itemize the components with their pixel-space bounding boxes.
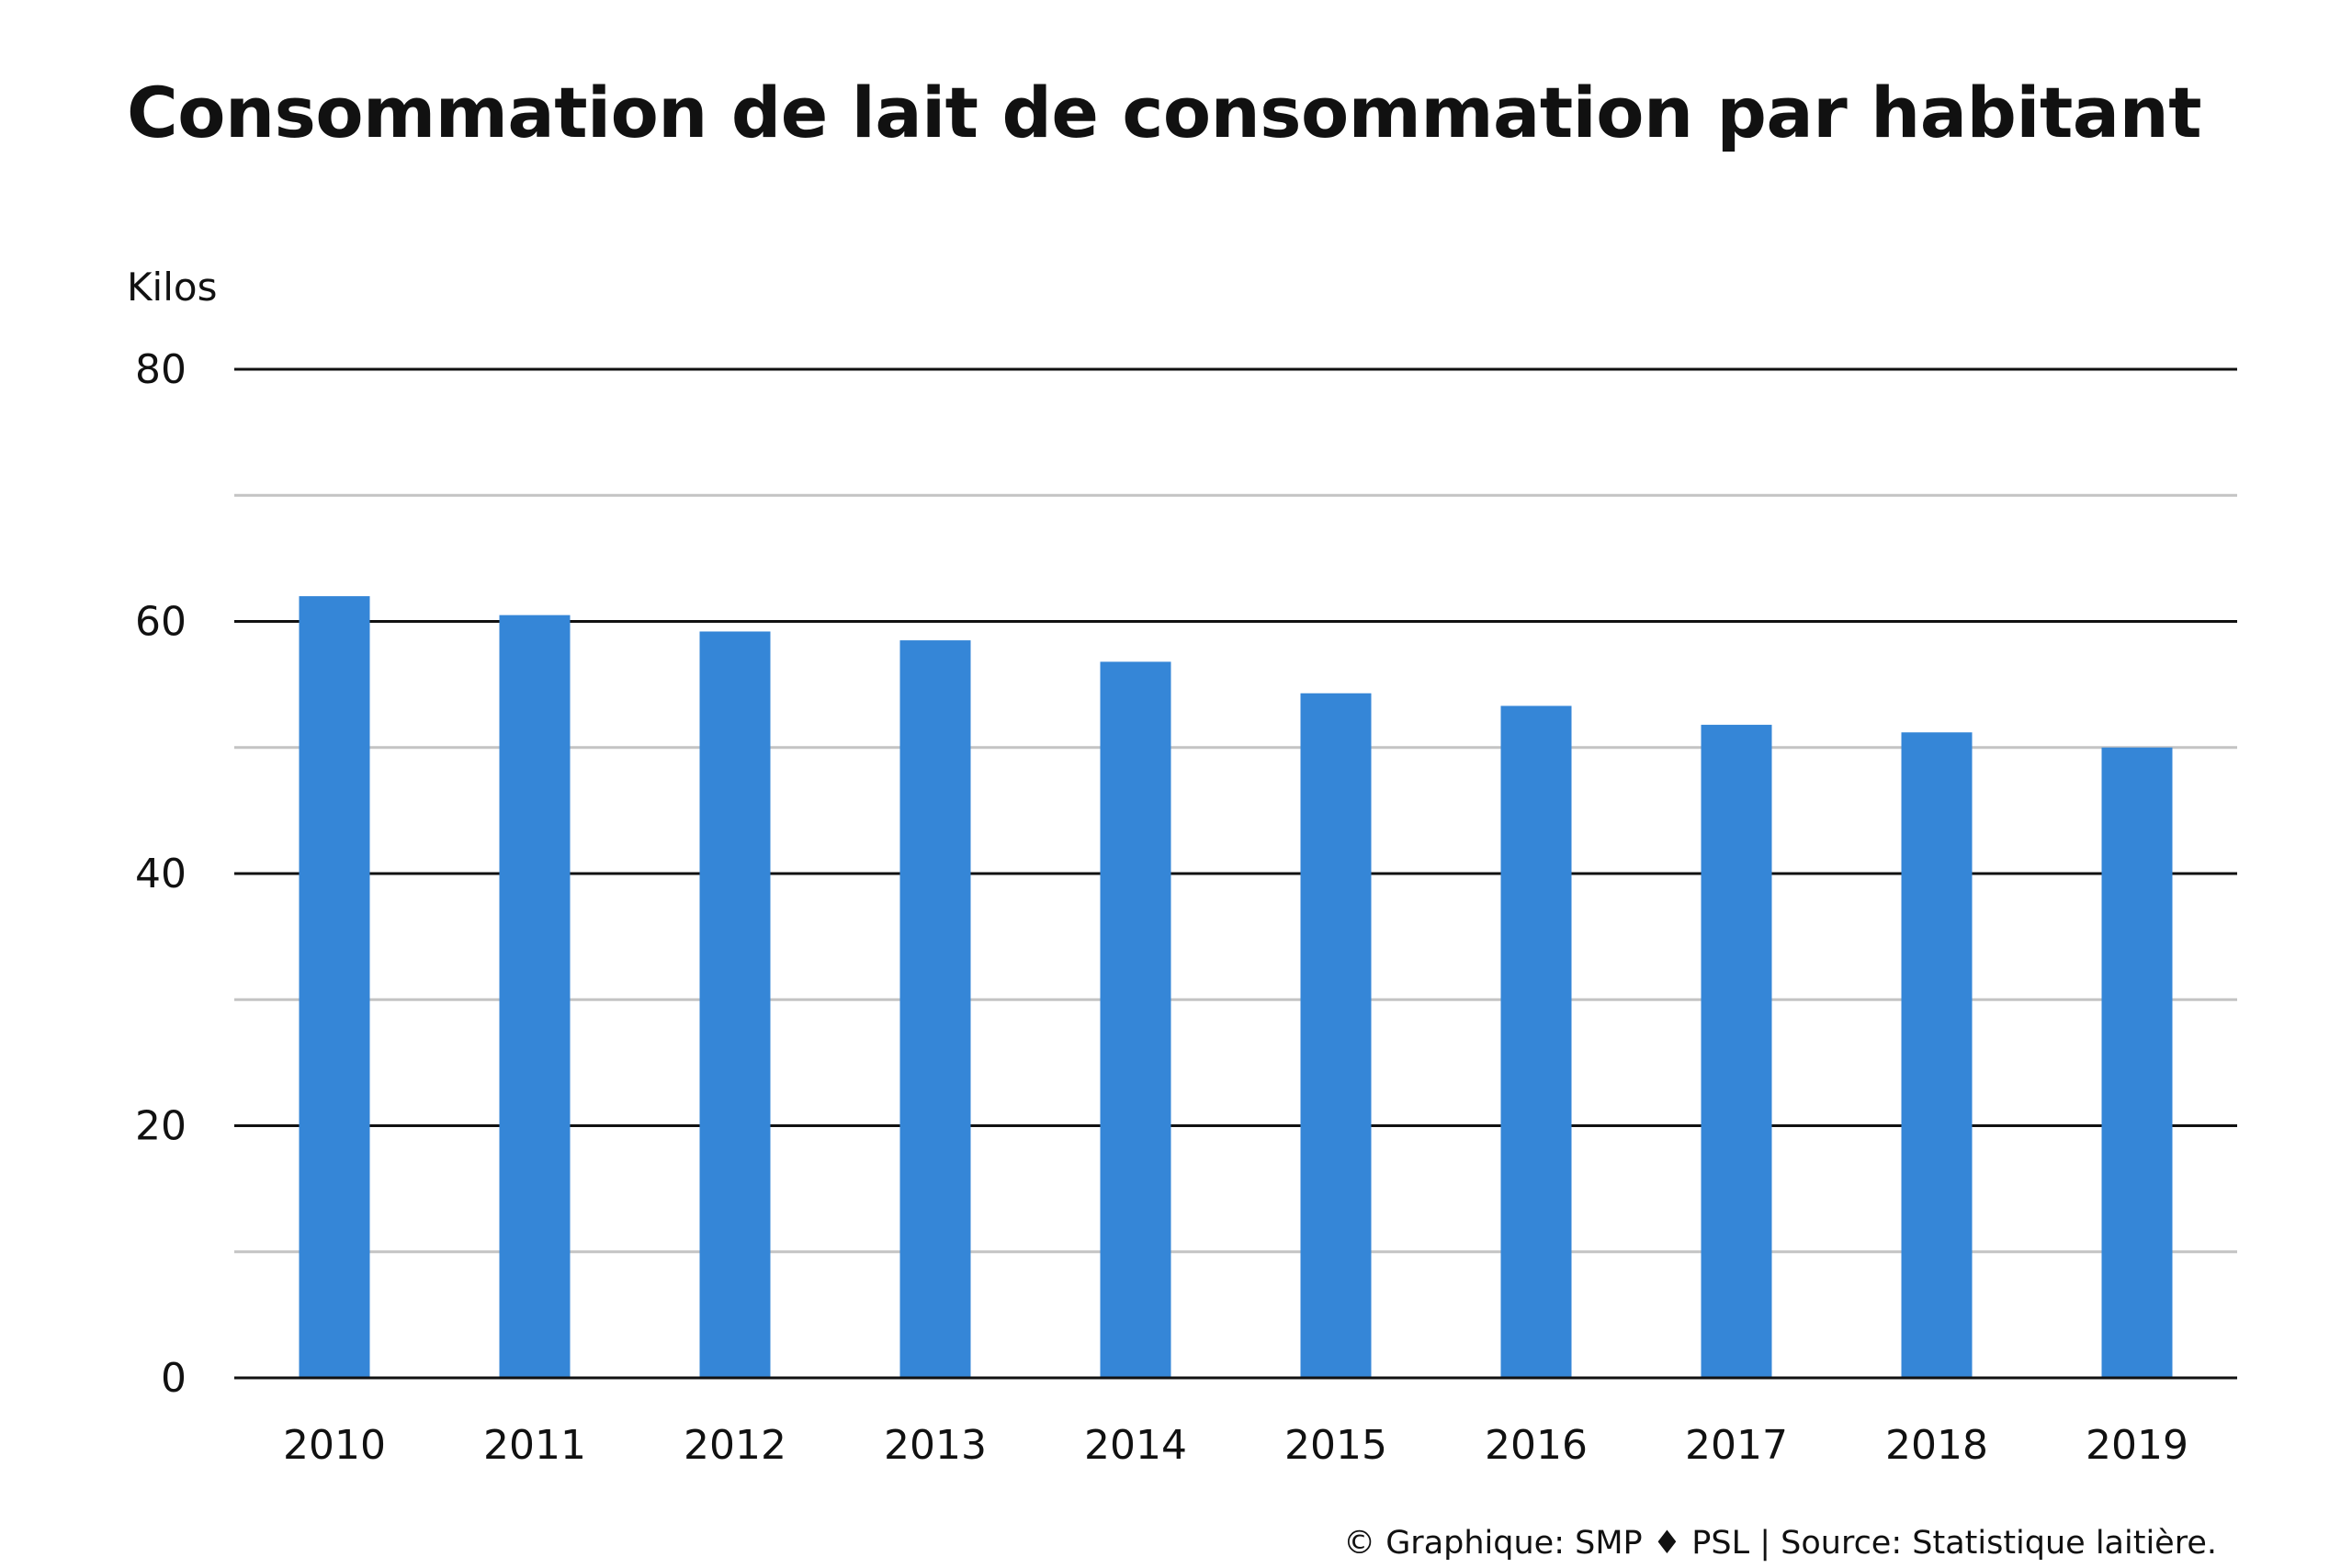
bar-2013 <box>899 640 971 1378</box>
bar-2012 <box>699 631 771 1378</box>
x-tick-label: 2015 <box>1284 1422 1387 1469</box>
y-axis-tick-labels: 0 20 40 60 80 <box>135 346 187 1402</box>
x-tick-label: 2011 <box>483 1422 586 1469</box>
y-axis-unit-label: Kilos <box>127 265 218 310</box>
y-tick-label: 0 <box>161 1355 187 1402</box>
bar-2017 <box>1701 725 1772 1378</box>
x-tick-label: 2013 <box>884 1422 987 1469</box>
y-tick-label: 40 <box>135 851 187 897</box>
y-tick-label: 80 <box>135 346 187 393</box>
bar-2010 <box>299 596 370 1378</box>
bar-2019 <box>2101 747 2173 1378</box>
x-tick-label: 2018 <box>1885 1422 1988 1469</box>
x-axis-tick-labels: 2010 2011 2012 2013 2014 2015 2016 2017 2018 2019 <box>283 1422 2188 1469</box>
bar-2015 <box>1300 693 1372 1378</box>
x-tick-label: 2014 <box>1084 1422 1187 1469</box>
bar-2011 <box>499 615 571 1378</box>
x-tick-label: 2019 <box>2086 1422 2188 1469</box>
chart-title: Consommation de lait de consommation par… <box>127 72 2202 153</box>
bar-2014 <box>1100 661 1171 1378</box>
source-credit: © Graphique: SMP ♦ PSL | Source: Statist… <box>1343 1525 2217 1562</box>
y-tick-label: 20 <box>135 1103 187 1150</box>
x-tick-label: 2012 <box>684 1422 786 1469</box>
y-tick-label: 60 <box>135 599 187 646</box>
x-tick-label: 2017 <box>1685 1422 1788 1469</box>
x-tick-label: 2010 <box>283 1422 386 1469</box>
bar-2018 <box>1901 732 1973 1378</box>
bar-2016 <box>1500 705 1572 1378</box>
x-tick-label: 2016 <box>1485 1422 1588 1469</box>
bars <box>234 596 2237 1380</box>
